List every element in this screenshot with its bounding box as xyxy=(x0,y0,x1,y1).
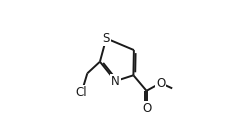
Text: N: N xyxy=(111,75,120,88)
Text: O: O xyxy=(156,76,165,90)
Text: S: S xyxy=(103,32,110,45)
Text: O: O xyxy=(142,102,151,115)
Text: Cl: Cl xyxy=(76,86,87,99)
